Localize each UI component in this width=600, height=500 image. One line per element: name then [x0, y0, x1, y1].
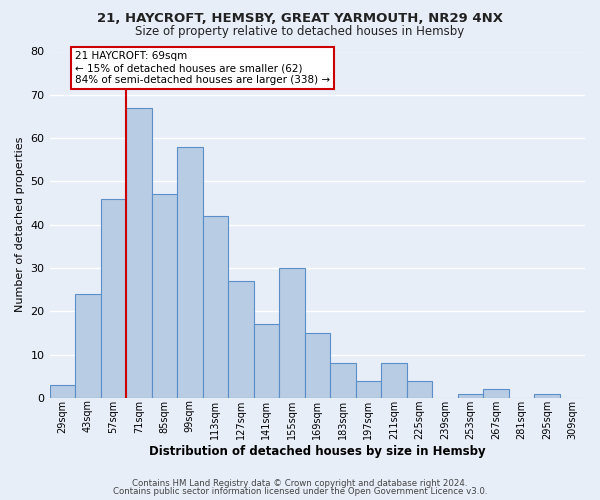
- Bar: [279, 268, 305, 398]
- Text: 21, HAYCROFT, HEMSBY, GREAT YARMOUTH, NR29 4NX: 21, HAYCROFT, HEMSBY, GREAT YARMOUTH, NR…: [97, 12, 503, 26]
- Bar: [152, 194, 177, 398]
- Bar: [50, 385, 75, 398]
- Text: Size of property relative to detached houses in Hemsby: Size of property relative to detached ho…: [136, 25, 464, 38]
- Bar: [177, 147, 203, 398]
- Bar: [407, 380, 432, 398]
- Bar: [75, 294, 101, 398]
- Bar: [254, 324, 279, 398]
- Bar: [381, 364, 407, 398]
- Bar: [228, 281, 254, 398]
- Bar: [330, 364, 356, 398]
- Bar: [534, 394, 560, 398]
- Text: 21 HAYCROFT: 69sqm
← 15% of detached houses are smaller (62)
84% of semi-detache: 21 HAYCROFT: 69sqm ← 15% of detached hou…: [75, 52, 330, 84]
- Bar: [203, 216, 228, 398]
- Bar: [458, 394, 483, 398]
- Bar: [101, 199, 126, 398]
- X-axis label: Distribution of detached houses by size in Hemsby: Distribution of detached houses by size …: [149, 444, 485, 458]
- Bar: [126, 108, 152, 398]
- Text: Contains public sector information licensed under the Open Government Licence v3: Contains public sector information licen…: [113, 487, 487, 496]
- Text: Contains HM Land Registry data © Crown copyright and database right 2024.: Contains HM Land Registry data © Crown c…: [132, 478, 468, 488]
- Bar: [483, 390, 509, 398]
- Bar: [356, 380, 381, 398]
- Y-axis label: Number of detached properties: Number of detached properties: [15, 137, 25, 312]
- Bar: [305, 333, 330, 398]
